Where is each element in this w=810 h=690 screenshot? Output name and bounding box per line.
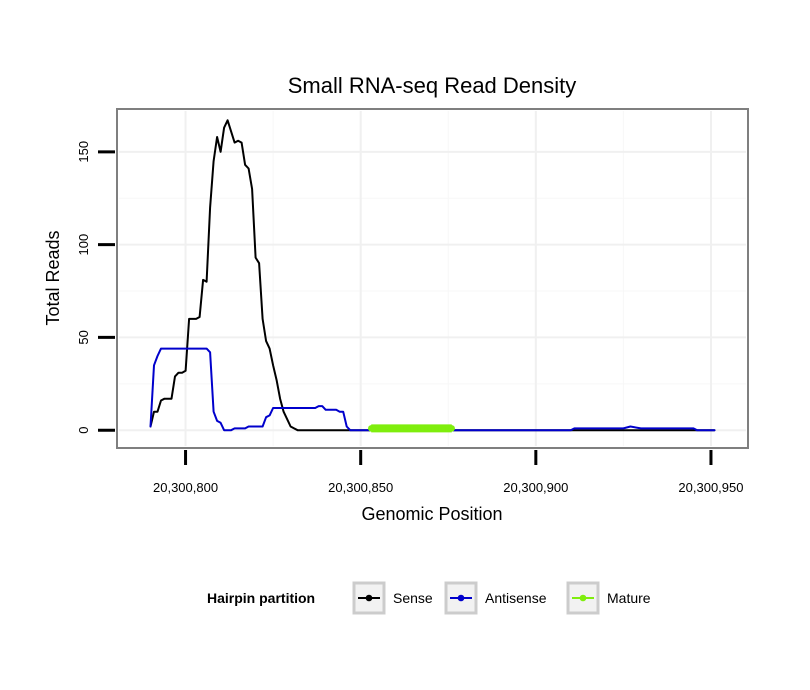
y-axis: 0 50 100 150: [76, 141, 115, 434]
plot-border: [116, 108, 749, 449]
series-line-antisense: [149, 347, 716, 432]
legend-label-mature: Mature: [607, 590, 651, 606]
x-tick-label: 20,300,850: [328, 480, 393, 495]
x-tick-label: 20,300,800: [153, 480, 218, 495]
y-tick-label: 100: [76, 234, 91, 256]
chart-title: Small RNA-seq Read Density: [288, 73, 577, 98]
series-line-sense: [149, 119, 716, 432]
y-axis-title: Total Reads: [43, 230, 63, 325]
legend-key-point-sense: [365, 594, 373, 602]
legend-label-antisense: Antisense: [485, 590, 547, 606]
legend-title: Hairpin partition: [207, 590, 315, 606]
x-tick-label: 20,300,900: [503, 480, 568, 495]
x-tick-label: 20,300,950: [678, 480, 743, 495]
y-tick-label: 150: [76, 141, 91, 163]
legend-key-point-antisense: [457, 594, 465, 602]
x-axis-title: Genomic Position: [361, 504, 502, 524]
x-axis: 20,300,800 20,300,850 20,300,900 20,300,950: [153, 450, 744, 495]
y-tick-label: 0: [76, 427, 91, 434]
y-tick-label: 50: [76, 330, 91, 344]
legend-label-sense: Sense: [393, 590, 433, 606]
legend-key-point-mature: [579, 594, 587, 602]
series-point-mature: [448, 425, 455, 432]
series-layer: [149, 119, 716, 433]
legend: Hairpin partition Sense Antisense Mature: [207, 581, 651, 615]
